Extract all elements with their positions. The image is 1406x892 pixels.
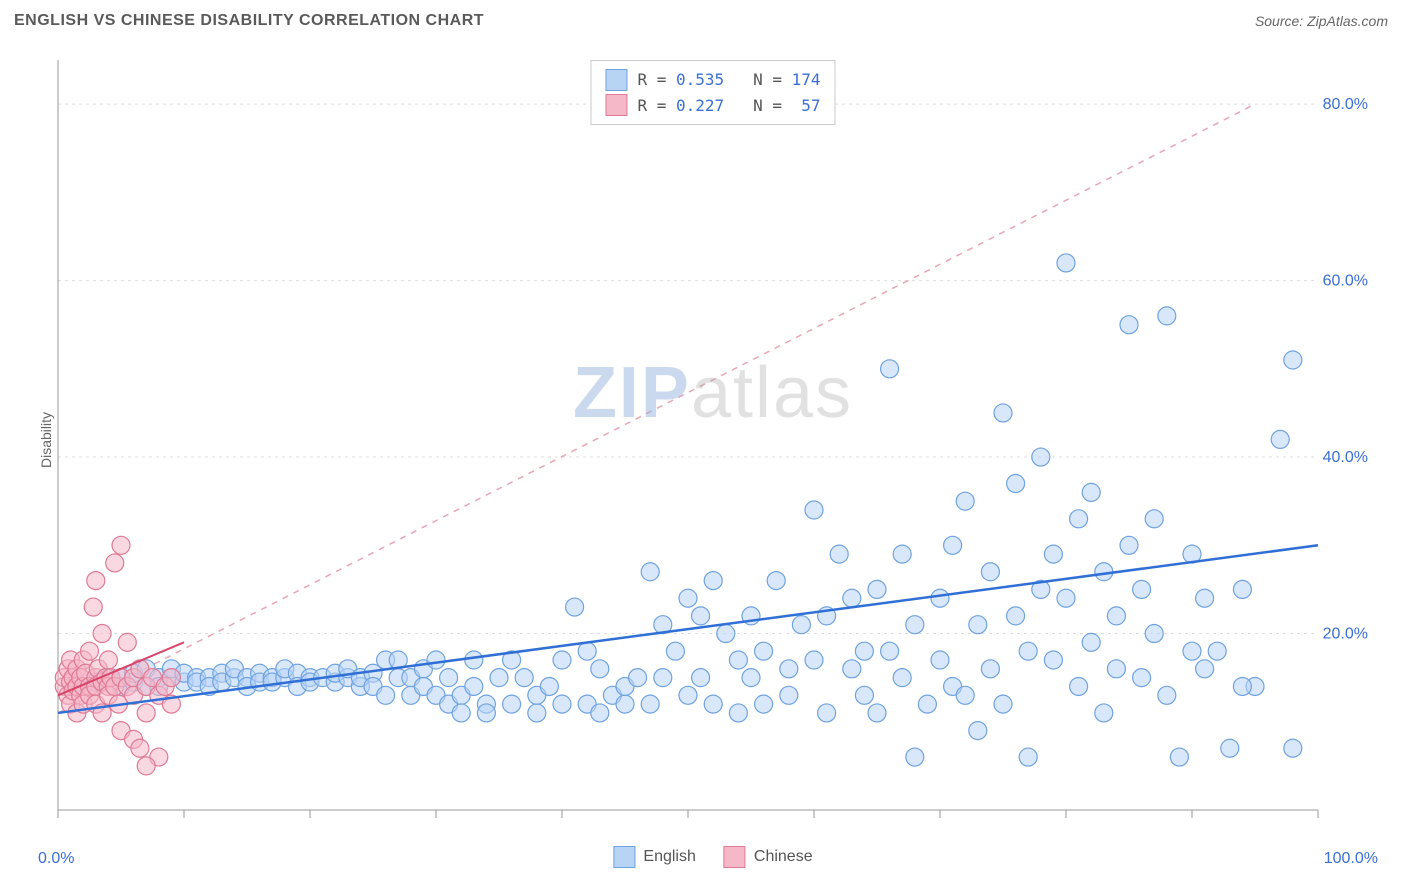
legend-label: English — [643, 848, 695, 866]
x-axis-min-label: 0.0% — [38, 850, 74, 868]
x-axis-max-label: 100.0% — [1324, 850, 1378, 868]
chart-header: ENGLISH VS CHINESE DISABILITY CORRELATIO… — [0, 0, 1406, 38]
legend-swatch — [724, 846, 746, 868]
legend-stats: R = 0.535 N = 174 — [637, 67, 820, 93]
legend-stats: R = 0.227 N = 57 — [637, 93, 820, 119]
legend-row: R = 0.227 N = 57 — [605, 93, 820, 119]
series-legend: English Chinese — [613, 846, 812, 868]
legend-item: English — [613, 846, 695, 868]
legend-row: R = 0.535 N = 174 — [605, 67, 820, 93]
legend-item: Chinese — [724, 846, 813, 868]
svg-text:60.0%: 60.0% — [1323, 273, 1368, 290]
legend-swatch — [605, 69, 627, 91]
source-attribution: Source: ZipAtlas.com — [1255, 13, 1388, 29]
correlation-legend: R = 0.535 N = 174R = 0.227 N = 57 — [590, 60, 835, 125]
svg-text:40.0%: 40.0% — [1323, 449, 1368, 466]
legend-swatch — [613, 846, 635, 868]
chart-title: ENGLISH VS CHINESE DISABILITY CORRELATIO… — [14, 12, 484, 30]
legend-swatch — [605, 94, 627, 116]
scatter-plot: 20.0% 40.0% 60.0% 80.0% — [48, 50, 1378, 830]
svg-text:80.0%: 80.0% — [1323, 96, 1368, 113]
legend-label: Chinese — [754, 848, 813, 866]
svg-text:20.0%: 20.0% — [1323, 626, 1368, 643]
chart-area: Disability ZIPatlas 20.0%40.0%60.0%80.0%… — [48, 50, 1378, 830]
